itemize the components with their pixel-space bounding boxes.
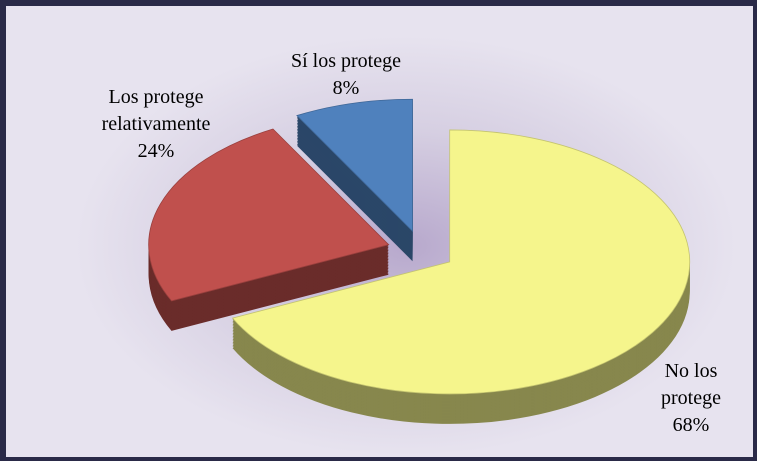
- value-label: 8%: [332, 77, 360, 99]
- slice: [296, 98, 413, 262]
- slice-label: Los protege relativamente 24%: [81, 84, 231, 165]
- value-label: 24%: [137, 140, 175, 162]
- slice-label: Sí los protege 8%: [266, 48, 426, 102]
- value-label: 68%: [672, 414, 710, 436]
- pie-plot: [148, 98, 691, 424]
- slice: [148, 128, 390, 331]
- slice-top: [296, 98, 413, 233]
- slice-top: [231, 129, 691, 395]
- category-label: Los protege relativamente: [101, 86, 211, 135]
- slice-label: No los protege 68%: [641, 358, 741, 439]
- slice: [231, 129, 691, 424]
- slice-top: [148, 128, 390, 302]
- category-label: No los protege: [661, 360, 721, 409]
- category-label: Sí los protege: [291, 50, 401, 72]
